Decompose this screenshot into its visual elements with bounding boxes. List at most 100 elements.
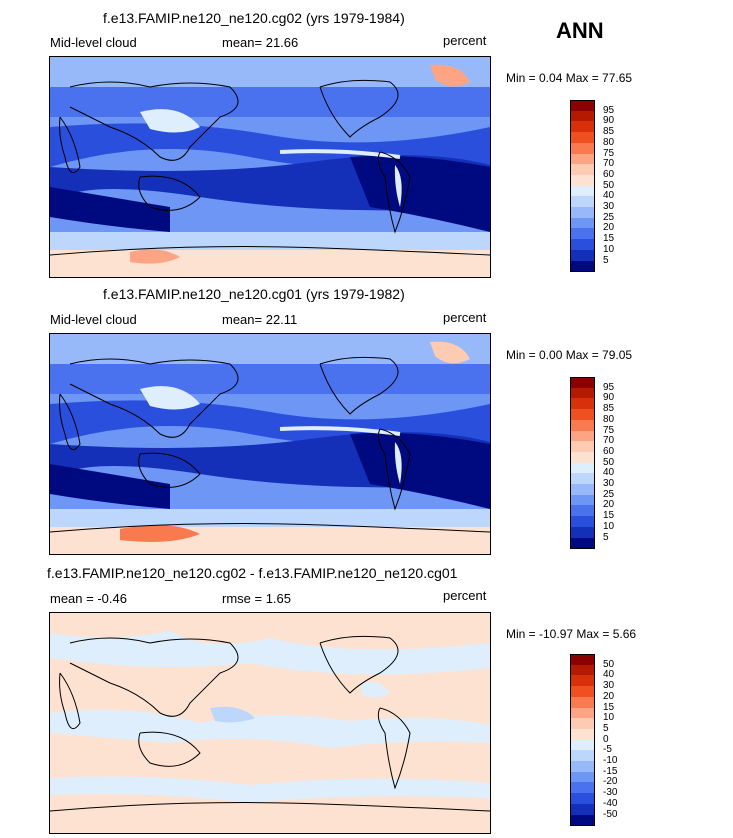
colorbar-tick-label: 5 [603,254,609,266]
colorbar-swatch [570,782,595,794]
colorbar-swatch [570,142,595,154]
colorbar-tick-label: 70 [603,158,615,170]
panel-3-mean-label: mean = -0.46 [50,591,127,606]
colorbar-tick-label: 40 [603,467,615,479]
colorbar-swatch [570,228,595,240]
panel-1-colorbar: 95 90 85 80 75 70 60 50 40 30 25 20 15 10 5 [570,100,630,272]
panel-1-map-svg [50,57,490,277]
colorbar-tick-label: 30 [603,201,615,212]
colorbar-swatch [570,654,595,666]
colorbar-tick-label: 80 [603,413,615,425]
colorbar-swatch [570,185,595,197]
colorbar-swatch [570,100,595,112]
colorbar-swatch [570,803,595,815]
colorbar-tick-label: -20 [603,776,618,788]
colorbar-tick-label: 20 [603,222,615,234]
colorbar-tick-label: 5 [603,531,609,543]
colorbar-swatch [570,132,595,144]
colorbar-swatch [570,153,595,165]
colorbar-swatch [570,377,595,389]
colorbar-tick-label: 25 [603,211,615,223]
colorbar-swatch [570,430,595,442]
colorbar-tick-label: 40 [603,190,615,202]
colorbar-swatch [570,718,595,730]
colorbar-tick-label: 95 [603,104,615,116]
panel-1-variable-label: Mid-level cloud [50,35,137,50]
colorbar-swatch [570,110,595,122]
panel-2-units-label: percent [443,310,487,325]
panel-1-map [49,56,491,278]
panel-1-mean-label: mean= 21.66 [222,35,299,50]
colorbar-tick-label: 50 [603,456,615,468]
colorbar-tick-label: 75 [603,147,615,159]
colorbar-swatch [570,121,595,133]
colorbar-tick-label: 90 [603,392,615,404]
colorbar-tick-label: -30 [603,787,618,799]
colorbar-tick-label: 90 [603,115,615,127]
panel-3-minmax: Min = -10.97 Max = 5.66 [506,627,637,641]
panel-2-colorbar: 95 90 85 80 75 70 60 50 40 30 25 20 15 10 5 [570,377,630,549]
colorbar-swatch [570,249,595,261]
colorbar-swatch [570,750,595,762]
colorbar-tick-label: 20 [603,499,615,511]
colorbar-tick-label: 75 [603,424,615,436]
colorbar-tick-label: 40 [603,669,615,681]
panel-2-minmax: Min = 0.00 Max = 79.05 [506,348,633,362]
colorbar-swatch [570,398,595,410]
colorbar-swatch [570,239,595,251]
colorbar-tick-label: 70 [603,435,615,447]
panel-3-rmse-label: rmse = 1.65 [222,591,292,606]
colorbar-swatch [570,505,595,517]
colorbar-swatch [570,686,595,698]
colorbar-swatch [570,664,595,676]
colorbar-swatch [570,516,595,528]
colorbar-swatch [570,409,595,421]
colorbar-tick-label: 30 [603,478,615,489]
panel-1-minmax: Min = 0.04 Max = 77.65 [506,71,633,85]
colorbar-swatch [570,484,595,496]
colorbar-tick-label: 50 [603,658,615,670]
panel-2-mean-label: mean= 22.11 [222,312,298,327]
panel-2-title: f.e13.FAMIP.ne120_ne120.cg01 (yrs 1979-1… [103,286,405,302]
colorbar-swatch [570,728,595,741]
colorbar-swatch [570,419,595,431]
colorbar-tick-label: -40 [603,797,618,809]
colorbar-tick-label: 10 [603,712,615,724]
panel-3-map-svg [50,613,490,833]
colorbar-tick-label: 50 [603,179,615,191]
colorbar-swatch [570,196,595,208]
colorbar-tick-label: -50 [603,808,618,820]
colorbar-swatch [570,675,595,687]
panel-3-title: f.e13.FAMIP.ne120_ne120.cg02 - f.e13.FAM… [47,565,458,581]
colorbar-tick-label: 25 [603,488,615,500]
colorbar-swatch [570,387,595,399]
colorbar-tick-label: 0 [603,733,609,745]
season-label: ANN [556,18,604,43]
panel-1-title: f.e13.FAMIP.ne120_ne120.cg02 (yrs 1979-1… [103,10,405,26]
colorbar-tick-label: 80 [603,136,615,148]
colorbar-tick-label: -5 [603,744,612,756]
colorbar-tick-label: -10 [603,755,618,766]
colorbar-swatch [570,174,595,187]
colorbar-swatch [570,526,595,538]
colorbar-swatch [570,761,595,773]
colorbar-tick-label: 85 [603,403,615,415]
colorbar-swatch [570,739,595,751]
colorbar-tick-label: 10 [603,520,615,532]
colorbar-swatch [570,771,595,783]
colorbar-swatch [570,207,595,219]
panel-1-units-label: percent [443,33,487,48]
colorbar-swatch [570,537,595,549]
colorbar-tick-label: 20 [603,690,615,702]
colorbar-tick-label: -15 [603,765,618,777]
colorbar-swatch [570,494,595,506]
panel-2-variable-label: Mid-level cloud [50,312,137,327]
colorbar-swatch [570,707,595,719]
panel-3-colorbar: 50 40 30 20 15 10 5 0 -5 -10 -15 -20 -30 -40 -50 [570,654,630,826]
colorbar-tick-label: 5 [603,722,609,734]
colorbar-swatch [570,260,595,272]
colorbar-tick-label: 95 [603,381,615,393]
colorbar-tick-label: 10 [603,243,615,255]
colorbar-swatch [570,793,595,805]
colorbar-swatch [570,814,595,826]
